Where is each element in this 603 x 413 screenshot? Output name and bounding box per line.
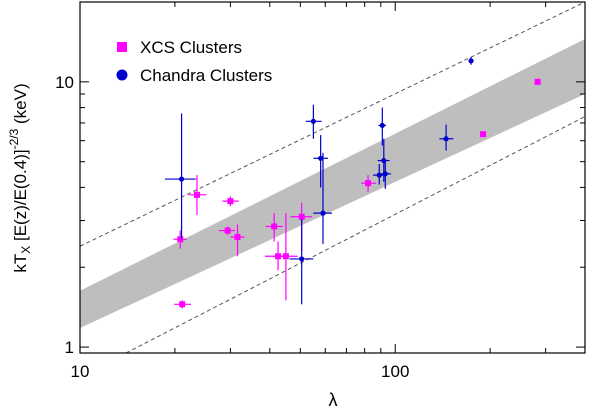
y-axis-label: kTX [E(z)/E(0.4)]-2/3 (keV) [7, 83, 33, 272]
xcs-marker-11 [480, 131, 487, 138]
xcs-marker-9 [298, 213, 305, 220]
xcs-marker-10 [365, 180, 372, 187]
xcs-marker-3 [224, 227, 231, 234]
xcs-point-8 [273, 213, 298, 301]
chandra-point-9 [439, 124, 454, 151]
y-tick-label-0: 1 [65, 338, 74, 357]
y-tick-label-1: 10 [55, 73, 74, 92]
chandra-point-4 [313, 152, 332, 244]
chandra-marker-6 [379, 122, 385, 129]
xcs-marker-4 [227, 198, 234, 205]
plot-frame [79, 1, 586, 354]
legend-marker-chandra [116, 69, 128, 81]
confidence-band [80, 39, 585, 329]
upper-scatter-line [80, 2, 585, 247]
chandra-point-0 [164, 113, 196, 240]
chandra-point-8 [379, 161, 392, 189]
legend-label-chandra: Chandra Clusters [140, 66, 272, 85]
chandra-marker-2 [310, 118, 316, 124]
xcs-marker-12 [534, 78, 541, 85]
chandra-point-10 [468, 57, 474, 65]
legend-label-xcs: XCS Clusters [140, 38, 242, 57]
xcs-point-3 [218, 226, 235, 235]
legend: XCS Clusters Chandra Clusters [116, 38, 272, 85]
xcs-point-4 [222, 196, 239, 207]
xcs-point-11 [480, 131, 487, 138]
xcs-marker-2 [193, 191, 200, 198]
legend-marker-xcs [117, 42, 127, 52]
xcs-point-10 [361, 175, 377, 192]
chandra-point-1 [289, 218, 314, 305]
lower-scatter-line [125, 116, 585, 353]
x-tick-label-1: 100 [381, 362, 409, 381]
xcs-point-2 [188, 175, 207, 215]
xcs-point-6 [265, 213, 283, 242]
axes: 10 100 1 10 [55, 1, 586, 381]
chandra-marker-4 [320, 210, 326, 216]
xcs-point-1 [174, 300, 192, 309]
chandra-marker-1 [299, 256, 305, 262]
xcs-point-0 [173, 230, 187, 249]
xcs-point-12 [534, 78, 541, 85]
xcs-marker-0 [177, 236, 184, 243]
chandra-marker-10 [468, 58, 474, 64]
xcs-marker-1 [179, 301, 186, 308]
chandra-marker-9 [443, 136, 449, 142]
plot-area [80, 2, 585, 353]
xcs-marker-6 [271, 223, 278, 230]
xcs-marker-5 [234, 234, 241, 241]
chandra-point-6 [378, 107, 387, 146]
chandra-point-2 [305, 104, 322, 139]
chandra-point-3 [313, 135, 328, 188]
xcs-marker-8 [282, 253, 289, 260]
chandra-marker-3 [318, 155, 324, 161]
x-tick-label-0: 10 [71, 362, 90, 381]
xcs-point-5 [230, 224, 245, 257]
x-axis-label: λ [329, 390, 338, 410]
chandra-marker-8 [382, 171, 388, 177]
chandra-marker-0 [178, 176, 185, 182]
